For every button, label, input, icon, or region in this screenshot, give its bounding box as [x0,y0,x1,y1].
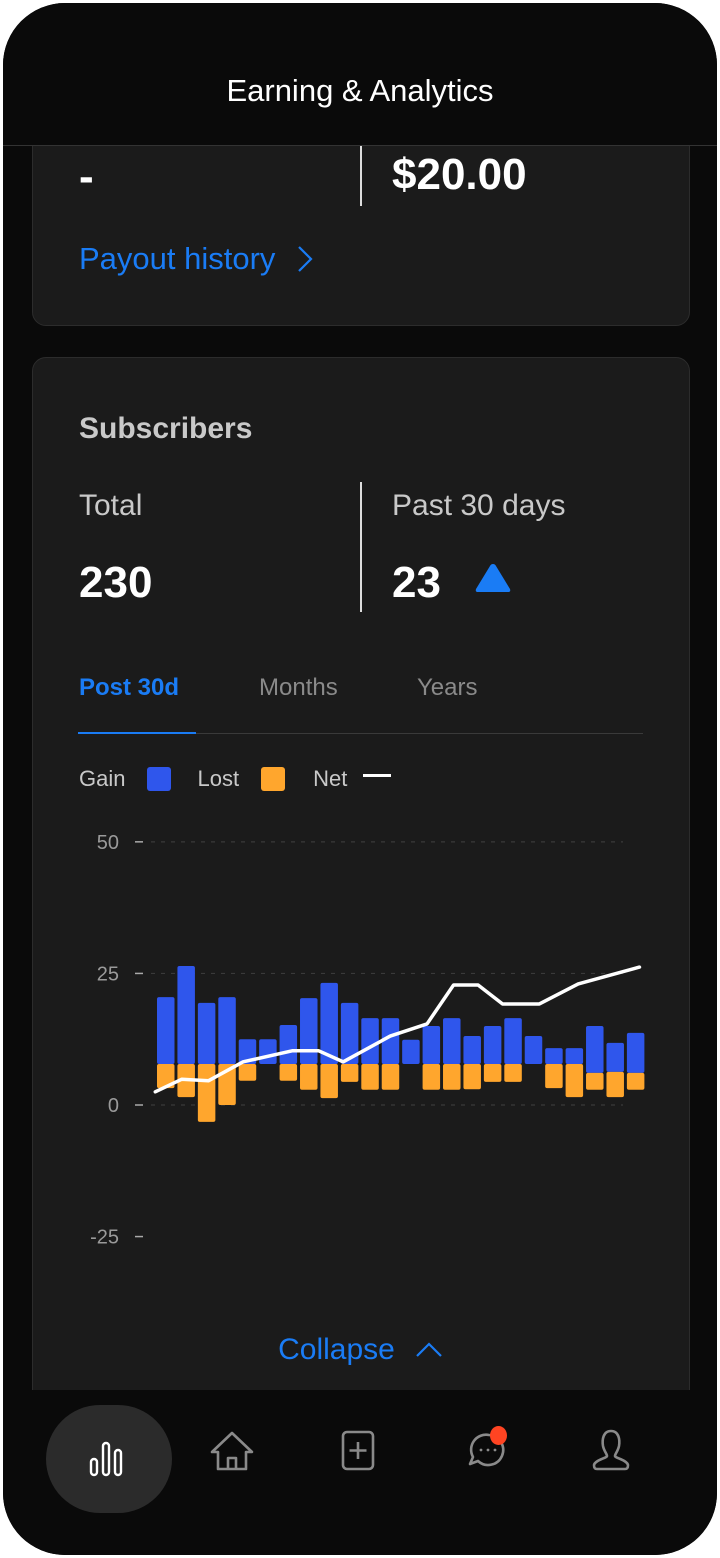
tab-post-30d[interactable]: Post 30d [79,674,180,701]
gain-bar [197,1002,216,1064]
gain-bar [504,1018,522,1064]
gain-bar [340,1002,359,1064]
lost-bar [279,1063,298,1081]
divider [360,124,362,206]
lost-bar [626,1072,645,1090]
gain-bar [238,1039,257,1064]
gain-bar [177,966,195,1064]
nav-create-post[interactable] [341,1430,377,1477]
gain-bar [279,1025,298,1064]
legend-lost-label: Lost [197,766,240,791]
collapse-label: Collapse [278,1333,395,1366]
legend-net-swatch [363,773,392,777]
payout-amount: $20.00 [392,150,527,199]
total-value: 230 [79,558,153,607]
gain-bar [626,1032,645,1073]
y-tick-label: 25 [97,963,119,985]
legend-gain-swatch [147,767,172,791]
gain-bar [361,1018,379,1064]
chart-legend: Gain Lost Net [79,766,392,792]
nav-analytics[interactable] [46,1405,172,1513]
lost-bar [443,1063,461,1090]
payout-history-label: Payout history [79,241,276,276]
gain-bar [524,1036,543,1064]
gain-bar [402,1039,420,1064]
subscribers-heading: Subscribers [79,412,253,445]
bar-chart-icon [89,1441,123,1477]
y-tick-label: 0 [108,1095,119,1117]
active-tab-indicator [78,732,196,734]
tabs-divider [78,733,643,734]
profile-icon [592,1429,630,1471]
nav-profile[interactable] [591,1428,631,1477]
lost-bar [565,1063,584,1098]
nav-home[interactable] [209,1430,259,1480]
payout-left-value: - [79,152,94,201]
app-header: Earning & Analytics [3,3,717,146]
lost-bar [197,1063,216,1122]
lost-bar [586,1072,604,1090]
gain-bar [586,1026,604,1073]
past-30-days-value: 23 [392,558,441,607]
bottom-nav [3,1390,717,1555]
tab-years[interactable]: Years [417,674,478,701]
gain-bar [483,1026,502,1064]
gain-bar [259,1039,277,1064]
legend-lost-swatch [261,767,286,791]
lost-bar [422,1063,441,1090]
divider [360,482,362,612]
add-post-icon [341,1430,375,1471]
gain-bar [443,1018,461,1064]
gain-bar [218,997,236,1064]
lost-bar [545,1063,563,1089]
page-title: Earning & Analytics [226,73,494,108]
payout-history-link[interactable]: Payout history [79,241,313,277]
gain-bar [606,1042,624,1072]
lost-bar [320,1063,338,1099]
trend-up-icon [475,564,511,592]
gain-bar [545,1048,563,1064]
past-30-days-label: Past 30 days [392,489,566,522]
lost-bar [606,1071,624,1098]
chevron-right-icon [298,246,313,272]
lost-bar [238,1063,257,1081]
period-tabs: Post 30d Months Years [78,673,643,735]
gain-bar [157,997,175,1064]
collapse-button[interactable]: Collapse [33,1333,688,1367]
tab-months[interactable]: Months [259,674,338,701]
chevron-up-icon [416,1342,442,1357]
subscribers-card: Subscribers Total 230 Past 30 days 23 Po… [32,357,690,1457]
net-line [153,965,642,1094]
gain-bar [300,998,318,1064]
notification-badge [490,1426,507,1445]
legend-gain-label: Gain [79,766,126,791]
lost-bar [361,1063,379,1090]
lost-bar [381,1063,400,1090]
gain-bar [565,1048,584,1064]
lost-bar [463,1063,481,1090]
lost-bar [340,1063,359,1082]
gain-bar [463,1036,481,1064]
gain-bar [422,1026,441,1064]
phone-screen: Earning & Analytics - $20.00 Payout hist… [3,3,717,1555]
home-icon [210,1431,254,1471]
lost-bar [300,1063,318,1090]
lost-bar [157,1063,175,1089]
legend-net-label: Net [313,766,348,791]
lost-bar [483,1063,502,1082]
y-tick-label: 50 [97,832,119,854]
gain-bar [320,982,338,1064]
lost-bar [504,1063,522,1082]
subscribers-chart: 50 25 0 -25 [90,832,645,1249]
nav-messages[interactable] [464,1424,512,1477]
total-label: Total [79,489,143,522]
y-tick-label: -25 [90,1227,119,1249]
gain-bar [381,1018,400,1064]
